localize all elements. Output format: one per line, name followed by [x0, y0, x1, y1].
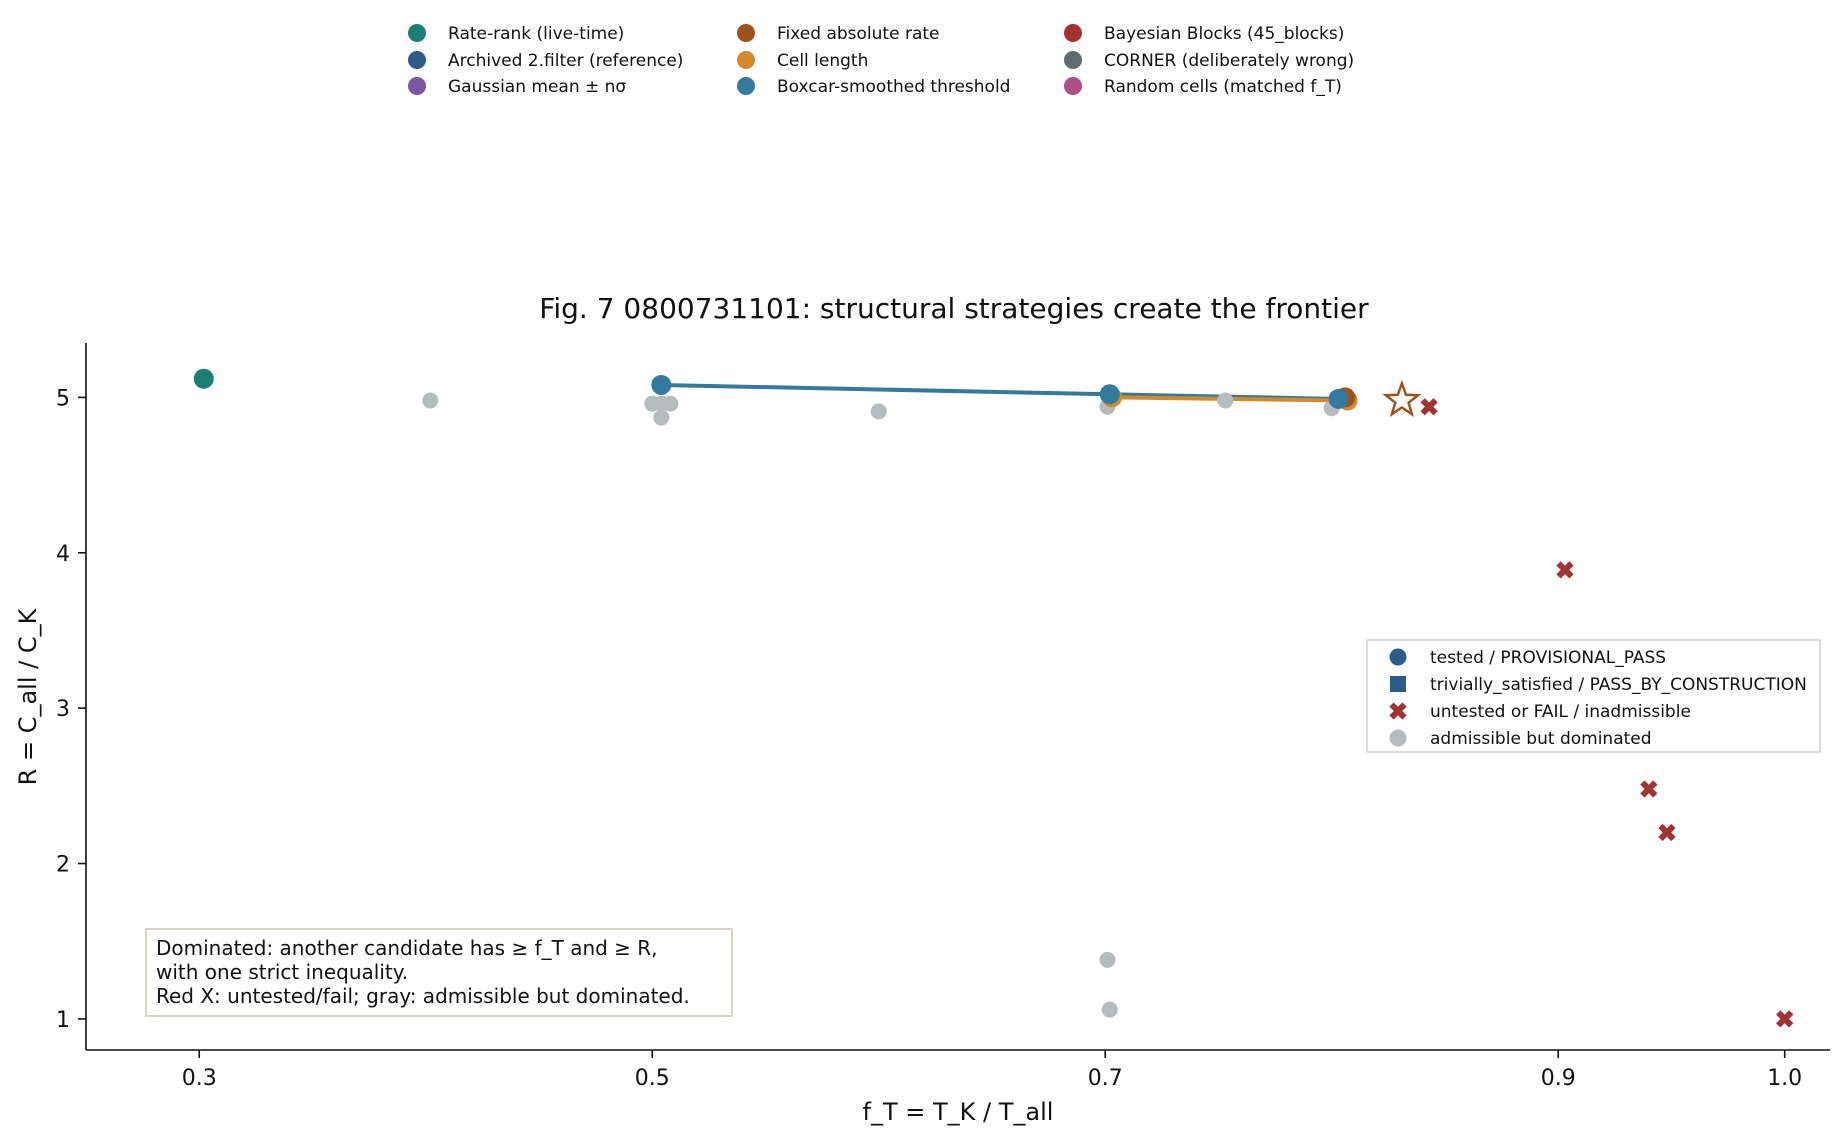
- status-marker: [1390, 676, 1406, 692]
- status-marker: [1389, 729, 1407, 747]
- annotation-line: Red X: untested/fail; gray: admissible b…: [156, 984, 690, 1008]
- y-tick-label: 5: [56, 386, 70, 411]
- legend-marker: [737, 51, 755, 69]
- dominated-point: [662, 395, 679, 412]
- status-marker: [1389, 702, 1407, 720]
- status-legend: tested / PROVISIONAL_PASS trivially_satis…: [1366, 639, 1821, 753]
- legend-label: Archived 2.filter (reference): [448, 51, 683, 71]
- x-tick-label: 1.0: [1767, 1066, 1802, 1091]
- x-tick-label: 0.7: [1088, 1066, 1123, 1091]
- frontier-lines: [661, 382, 1348, 403]
- legend-label: Cell length: [777, 51, 868, 71]
- legend-marker: [408, 51, 426, 69]
- legend-marker: [737, 24, 755, 42]
- dominated-point: [422, 392, 439, 409]
- strategy-legend: Rate-rank (live-time) Archived 2.filter (…: [408, 24, 1354, 97]
- reference-star-marker: [1382, 379, 1422, 418]
- legend-marker: [1064, 51, 1082, 69]
- annotation-line: Dominated: another candidate has ≥ f_T a…: [156, 936, 658, 960]
- chart-title: Fig. 7 0800731101: structural strategies…: [539, 292, 1369, 325]
- legend-label: Rate-rank (live-time): [448, 24, 624, 44]
- fail-x-marker: [1420, 398, 1438, 416]
- dominated-point: [653, 409, 670, 426]
- y-axis-ticks: 1 2 3 4 5: [56, 386, 86, 1033]
- dominated-point: [1217, 392, 1234, 409]
- x-axis-ticks: 0.3 0.5 0.7 0.9 1.0: [182, 1050, 1802, 1091]
- legend-marker: [408, 77, 426, 95]
- frontier-point: [1328, 388, 1349, 409]
- data-points: [193, 368, 1794, 1028]
- x-tick-label: 0.3: [182, 1066, 217, 1091]
- status-legend-label: admissible but dominated: [1430, 729, 1652, 749]
- legend-marker: [408, 24, 426, 42]
- y-axis-label: R = C_all / C_K: [14, 607, 42, 785]
- x-tick-label: 0.5: [635, 1066, 670, 1091]
- annotation-frame: [145, 928, 733, 1017]
- legend-label: CORNER (deliberately wrong): [1104, 51, 1354, 71]
- annotation-box: Dominated: another candidate has ≥ f_T a…: [145, 928, 733, 1017]
- fail-x-marker: [1776, 1010, 1794, 1028]
- legend-label: Bayesian Blocks (45_blocks): [1104, 24, 1344, 44]
- x-tick-label: 0.9: [1541, 1066, 1576, 1091]
- y-tick-label: 4: [56, 542, 70, 567]
- legend-marker: [1064, 77, 1082, 95]
- frontier-point: [651, 374, 672, 395]
- status-legend-label: trivially_satisfied / PASS_BY_CONSTRUCTI…: [1430, 675, 1807, 695]
- status-legend-frame: [1366, 639, 1821, 753]
- annotation-line: with one strict inequality.: [156, 960, 408, 984]
- y-tick-label: 1: [56, 1008, 70, 1033]
- dominated-point: [1101, 1001, 1118, 1018]
- legend-label: Fixed absolute rate: [777, 24, 939, 44]
- legend-label: Boxcar-smoothed threshold: [777, 77, 1010, 97]
- status-legend-label: untested or FAIL / inadmissible: [1430, 702, 1691, 722]
- x-axis-label: f_T = T_K / T_all: [863, 1098, 1054, 1126]
- dominated-point: [1099, 951, 1116, 968]
- legend-label: Gaussian mean ± nσ: [448, 77, 626, 97]
- frontier-line: [661, 382, 1339, 401]
- legend-marker: [1064, 24, 1082, 42]
- y-tick-label: 3: [56, 697, 70, 722]
- legend-label: Random cells (matched f_T): [1104, 77, 1342, 97]
- frontier-point: [1099, 384, 1120, 405]
- fail-x-marker: [1556, 561, 1574, 579]
- status-legend-label: tested / PROVISIONAL_PASS: [1430, 648, 1666, 668]
- fail-x-marker: [1658, 823, 1676, 842]
- status-marker: [1389, 648, 1407, 666]
- fail-x-marker: [1640, 780, 1658, 798]
- legend-marker: [737, 77, 755, 95]
- frontier-point: [193, 368, 214, 389]
- y-tick-label: 2: [56, 853, 70, 878]
- dominated-point: [870, 403, 887, 420]
